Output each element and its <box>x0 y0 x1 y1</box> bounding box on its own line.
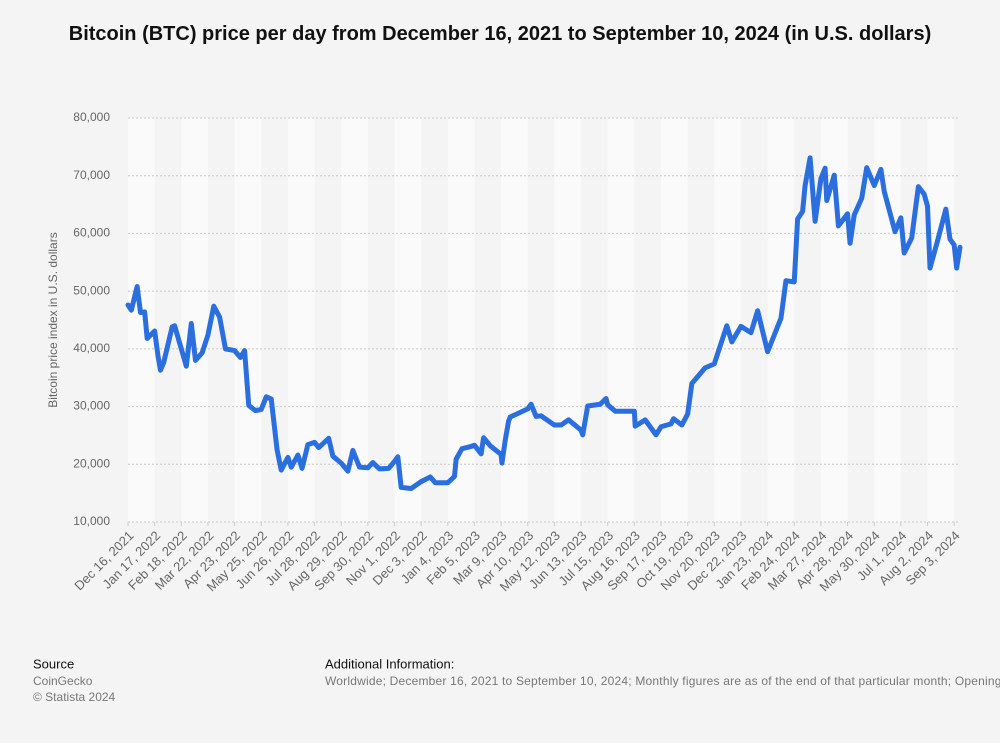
info: Worldwide; December 16, 2021 to Septembe… <box>325 674 1000 688</box>
band <box>607 118 635 522</box>
y-tick-label: 80,000 <box>73 110 110 124</box>
band <box>554 118 582 522</box>
source-label: Source <box>33 656 74 671</box>
y-tick-label: 30,000 <box>73 399 110 413</box>
y-tick-label: 40,000 <box>73 341 110 355</box>
band <box>714 118 741 522</box>
band <box>181 118 208 522</box>
chart-title: Bitcoin (BTC) price per day from Decembe… <box>68 23 932 45</box>
source: CoinGecko <box>33 674 93 688</box>
y-tick-label: 20,000 <box>73 456 110 470</box>
band <box>927 118 955 522</box>
band <box>501 118 528 522</box>
band <box>447 118 475 522</box>
y-tick-label: 10,000 <box>73 514 110 528</box>
band <box>234 118 262 522</box>
info-label: Additional Information: <box>325 656 454 671</box>
band <box>661 118 688 522</box>
band <box>287 118 315 522</box>
price-line <box>125 155 963 492</box>
copyright: © Statista 2024 <box>33 690 116 704</box>
y-axis-label: Bitcoin price index in U.S. dollars <box>46 232 60 407</box>
band <box>341 118 368 522</box>
title-box: Bitcoin (BTC) price per day from Decembe… <box>68 23 932 45</box>
y-tick-label: 70,000 <box>73 168 110 182</box>
y-tick-label: 50,000 <box>73 283 110 297</box>
y-tick-label: 60,000 <box>73 226 110 240</box>
band <box>874 118 901 522</box>
band <box>128 118 155 522</box>
